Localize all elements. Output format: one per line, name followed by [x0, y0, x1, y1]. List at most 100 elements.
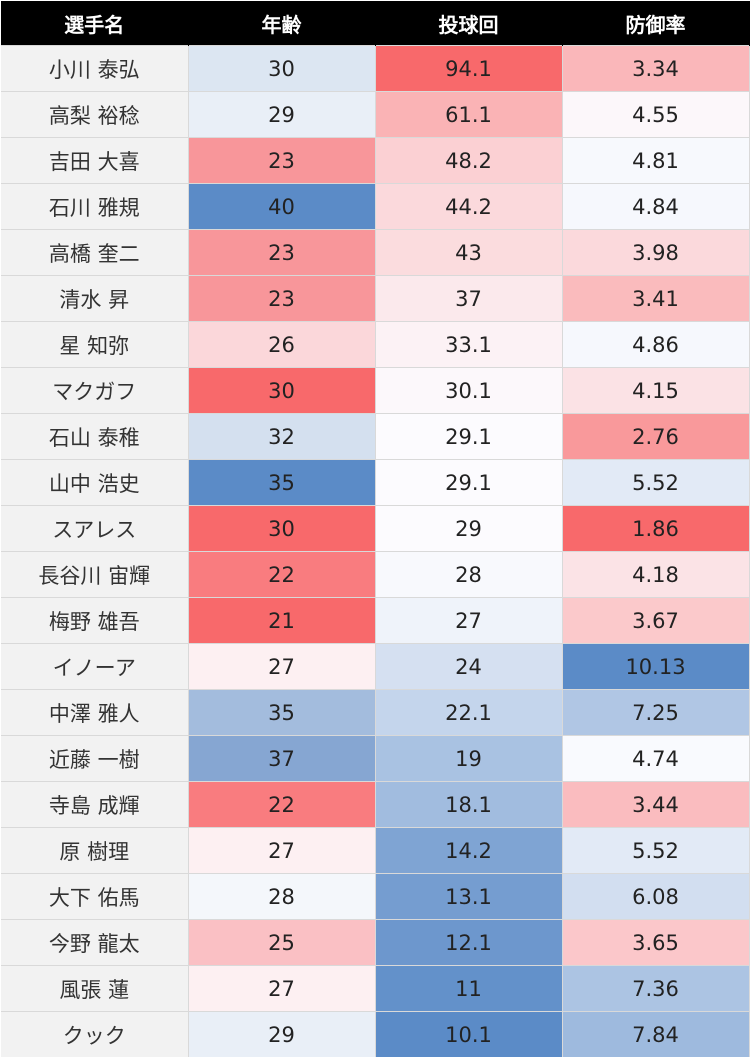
age-cell: 25	[188, 919, 376, 966]
age-cell: 23	[188, 229, 376, 276]
player-name-cell: クック	[1, 1011, 189, 1057]
innings-cell: 29.1	[375, 413, 563, 460]
player-name-cell: 石川 雅規	[1, 183, 189, 230]
era-cell: 7.36	[562, 965, 750, 1012]
age-cell: 29	[188, 91, 376, 138]
era-cell: 10.13	[562, 643, 750, 690]
innings-cell: 27	[375, 597, 563, 644]
era-cell: 3.65	[562, 919, 750, 966]
player-name-cell: 高橋 奎二	[1, 229, 189, 276]
innings-cell: 28	[375, 551, 563, 598]
table-row: 長谷川 宙輝 22 28 4.18	[1, 551, 750, 598]
innings-cell: 18.1	[375, 781, 563, 828]
age-cell: 30	[188, 367, 376, 414]
era-cell: 7.25	[562, 689, 750, 736]
player-name-cell: 星 知弥	[1, 321, 189, 368]
table-row: マクガフ 30 30.1 4.15	[1, 367, 750, 414]
innings-cell: 12.1	[375, 919, 563, 966]
table-row: スアレス 30 29 1.86	[1, 505, 750, 552]
player-name-cell: 石山 泰稚	[1, 413, 189, 460]
era-cell: 1.86	[562, 505, 750, 552]
player-name-cell: 長谷川 宙輝	[1, 551, 189, 598]
age-cell: 26	[188, 321, 376, 368]
player-name-cell: スアレス	[1, 505, 189, 552]
table-row: 高橋 奎二 23 43 3.98	[1, 229, 750, 276]
innings-cell: 14.2	[375, 827, 563, 874]
table-row: 石山 泰稚 32 29.1 2.76	[1, 413, 750, 460]
age-cell: 32	[188, 413, 376, 460]
player-name-cell: 風張 蓮	[1, 965, 189, 1012]
player-name-cell: 今野 龍太	[1, 919, 189, 966]
player-name-cell: 清水 昇	[1, 275, 189, 322]
age-cell: 30	[188, 505, 376, 552]
era-cell: 4.84	[562, 183, 750, 230]
era-cell: 7.84	[562, 1011, 750, 1057]
header-age: 年齢	[188, 1, 376, 46]
table-row: 梅野 雄吾 21 27 3.67	[1, 597, 750, 644]
age-cell: 27	[188, 827, 376, 874]
table-row: 原 樹理 27 14.2 5.52	[1, 827, 750, 874]
age-cell: 40	[188, 183, 376, 230]
table-row: 小川 泰弘 30 94.1 3.34	[1, 45, 750, 92]
table-row: クック 29 10.1 7.84	[1, 1011, 750, 1057]
innings-cell: 61.1	[375, 91, 563, 138]
player-name-cell: 梅野 雄吾	[1, 597, 189, 644]
player-name-cell: 中澤 雅人	[1, 689, 189, 736]
era-cell: 5.52	[562, 459, 750, 506]
header-innings: 投球回	[375, 1, 563, 46]
header-era: 防御率	[562, 1, 750, 46]
innings-cell: 48.2	[375, 137, 563, 184]
age-cell: 35	[188, 459, 376, 506]
player-name-cell: 近藤 一樹	[1, 735, 189, 782]
innings-cell: 37	[375, 275, 563, 322]
era-cell: 3.67	[562, 597, 750, 644]
innings-cell: 10.1	[375, 1011, 563, 1057]
age-cell: 30	[188, 45, 376, 92]
era-cell: 4.81	[562, 137, 750, 184]
era-cell: 2.76	[562, 413, 750, 460]
table-row: 石川 雅規 40 44.2 4.84	[1, 183, 750, 230]
age-cell: 35	[188, 689, 376, 736]
age-cell: 23	[188, 275, 376, 322]
age-cell: 22	[188, 781, 376, 828]
table-row: 星 知弥 26 33.1 4.86	[1, 321, 750, 368]
table-row: 山中 浩史 35 29.1 5.52	[1, 459, 750, 506]
table-row: 中澤 雅人 35 22.1 7.25	[1, 689, 750, 736]
age-cell: 22	[188, 551, 376, 598]
era-cell: 5.52	[562, 827, 750, 874]
age-cell: 23	[188, 137, 376, 184]
age-cell: 28	[188, 873, 376, 920]
table-row: 寺島 成輝 22 18.1 3.44	[1, 781, 750, 828]
player-name-cell: 大下 佑馬	[1, 873, 189, 920]
player-name-cell: 原 樹理	[1, 827, 189, 874]
innings-cell: 29.1	[375, 459, 563, 506]
innings-cell: 22.1	[375, 689, 563, 736]
age-cell: 37	[188, 735, 376, 782]
table-row: 近藤 一樹 37 19 4.74	[1, 735, 750, 782]
age-cell: 27	[188, 643, 376, 690]
player-name-cell: イノーア	[1, 643, 189, 690]
table-row: 高梨 裕稔 29 61.1 4.55	[1, 91, 750, 138]
table-body: 小川 泰弘 30 94.1 3.34 高梨 裕稔 29 61.1 4.55 吉田 大喜 23 48.…	[1, 45, 750, 1057]
era-cell: 4.15	[562, 367, 750, 414]
age-cell: 29	[188, 1011, 376, 1057]
table-row: 今野 龍太 25 12.1 3.65	[1, 919, 750, 966]
era-cell: 3.41	[562, 275, 750, 322]
innings-cell: 11	[375, 965, 563, 1012]
innings-cell: 44.2	[375, 183, 563, 230]
innings-cell: 30.1	[375, 367, 563, 414]
era-cell: 4.86	[562, 321, 750, 368]
player-name-cell: 小川 泰弘	[1, 45, 189, 92]
player-name-cell: 吉田 大喜	[1, 137, 189, 184]
innings-cell: 13.1	[375, 873, 563, 920]
era-cell: 4.55	[562, 91, 750, 138]
era-cell: 4.18	[562, 551, 750, 598]
age-cell: 27	[188, 965, 376, 1012]
innings-cell: 33.1	[375, 321, 563, 368]
table-row: 大下 佑馬 28 13.1 6.08	[1, 873, 750, 920]
table-row: イノーア 27 24 10.13	[1, 643, 750, 690]
header-name: 選手名	[1, 1, 189, 46]
innings-cell: 24	[375, 643, 563, 690]
player-name-cell: 寺島 成輝	[1, 781, 189, 828]
